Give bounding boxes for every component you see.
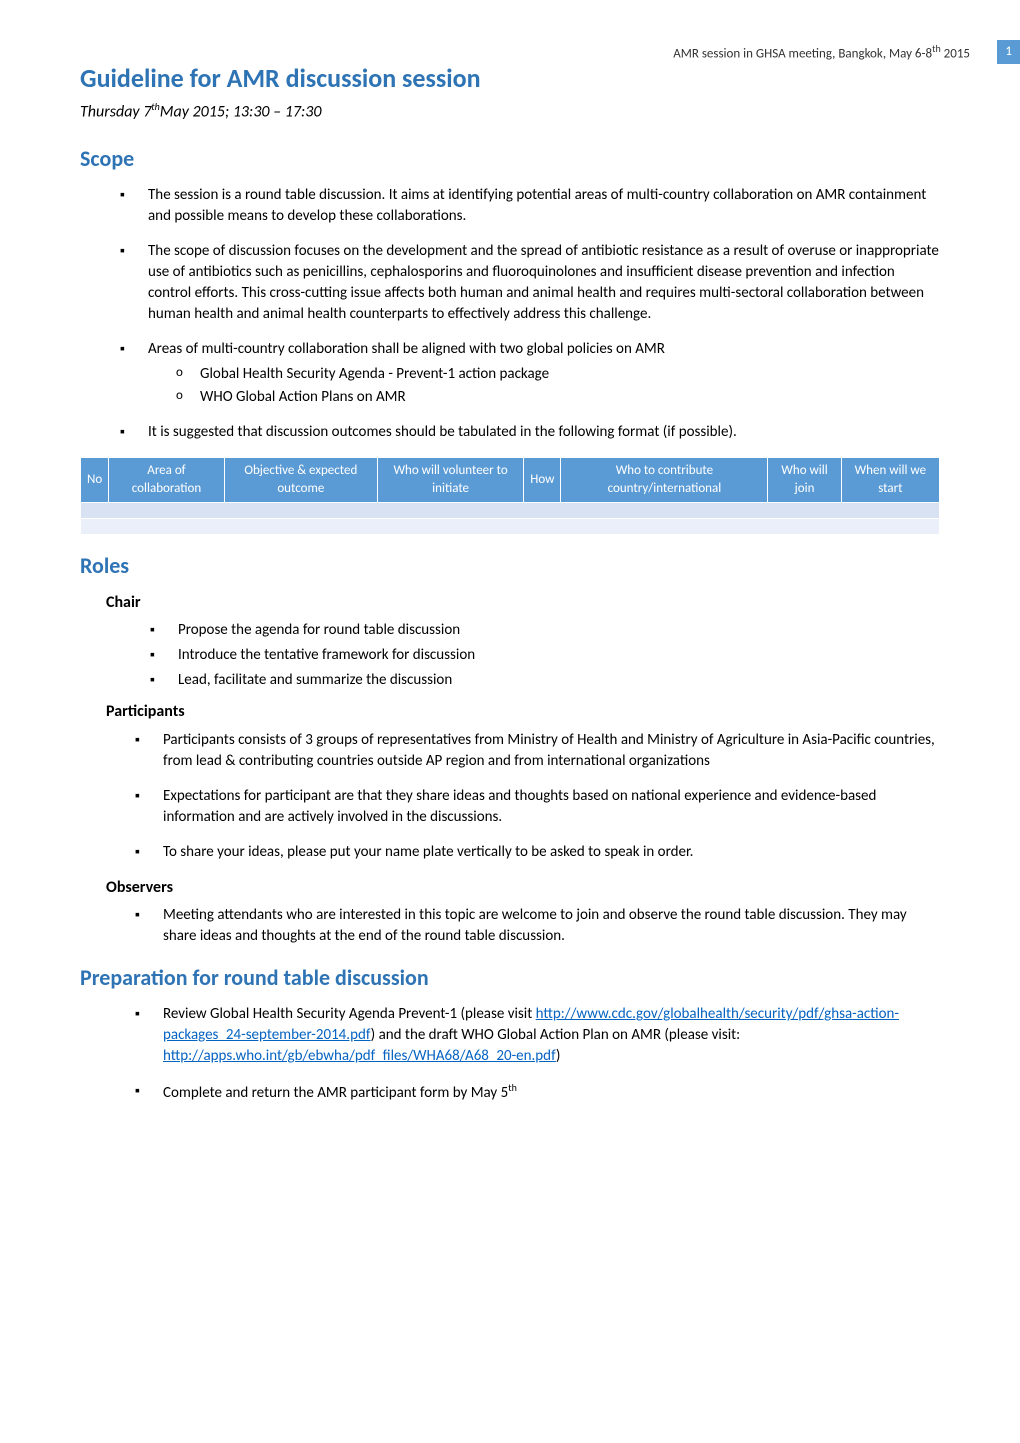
prep-text: ) and the draft WHO Global Action Plan o… [371,1026,741,1044]
outcome-table: No Area of collaboration Objective & exp… [80,457,940,535]
header-year: 2015 [941,46,970,61]
table-header: How [524,457,561,502]
participants-item: Expectations for participant are that th… [135,786,940,828]
scope-subitem: Global Health Security Agenda - Prevent-… [176,364,940,385]
prep-item: Review Global Health Security Agenda Pre… [135,1004,940,1067]
table-header-row: No Area of collaboration Objective & exp… [81,457,940,502]
scope-item: The scope of discussion focuses on the d… [120,241,940,325]
chair-list: Propose the agenda for round table discu… [150,620,940,691]
scope-item-text: Areas of multi-country collaboration sha… [148,340,665,358]
subtitle-sup: th [151,100,160,113]
scope-heading: Scope [80,144,940,175]
prep-text: ) [556,1047,561,1065]
prep-item: Complete and return the AMR participant … [135,1081,940,1104]
page-number-badge: 1 [997,40,1020,64]
prep-list: Review Global Health Security Agenda Pre… [135,1004,940,1104]
table-header: Area of collaboration [109,457,224,502]
page-number: 1 [1005,44,1012,59]
participants-label: Participants [106,701,940,723]
table-header: Who will join [768,457,841,502]
page-title: Guideline for AMR discussion session [80,60,940,96]
prep-text: Complete and return the AMR participant … [163,1084,508,1102]
prep-sup: th [508,1081,517,1094]
scope-item: Areas of multi-country collaboration sha… [120,339,940,408]
table-header: Who will volunteer to initiate [377,457,523,502]
table-header: When will we start [841,457,939,502]
chair-label: Chair [106,592,940,614]
participants-item: To share your ideas, please put your nam… [135,842,940,863]
table-row [81,503,940,519]
page-subtitle: Thursday 7thMay 2015; 13:30 – 17:30 [80,100,940,124]
prep-link-2[interactable]: http://apps.who.int/gb/ebwha/pdf_files/W… [163,1047,556,1065]
observers-label: Observers [106,877,940,899]
chair-item: Lead, facilitate and summarize the discu… [150,670,940,691]
table-header: No [81,457,109,502]
table-header: Who to contribute country/international [561,457,768,502]
observers-list: Meeting attendants who are interested in… [135,905,940,947]
scope-list: The session is a round table discussion.… [120,185,940,443]
scope-item: The session is a round table discussion.… [120,185,940,227]
prep-text: Review Global Health Security Agenda Pre… [163,1005,536,1023]
scope-subitem: WHO Global Action Plans on AMR [176,387,940,408]
subtitle-prefix: Thursday 7 [80,103,151,122]
page-header: AMR session in GHSA meeting, Bangkok, Ma… [673,42,970,64]
participants-item: Participants consists of 3 groups of rep… [135,730,940,772]
table-header: Objective & expected outcome [224,457,377,502]
scope-item: It is suggested that discussion outcomes… [120,422,940,443]
chair-item: Propose the agenda for round table discu… [150,620,940,641]
header-text: AMR session in GHSA meeting, Bangkok, Ma… [673,46,932,61]
participants-list: Participants consists of 3 groups of rep… [135,730,940,863]
header-sup: th [932,42,941,55]
scope-subitems: Global Health Security Agenda - Prevent-… [176,364,940,408]
prep-heading: Preparation for round table discussion [80,963,940,994]
subtitle-suffix: May 2015; 13:30 – 17:30 [160,103,322,122]
roles-heading: Roles [80,551,940,582]
table-row [81,519,940,535]
observers-item: Meeting attendants who are interested in… [135,905,940,947]
chair-item: Introduce the tentative framework for di… [150,645,940,666]
